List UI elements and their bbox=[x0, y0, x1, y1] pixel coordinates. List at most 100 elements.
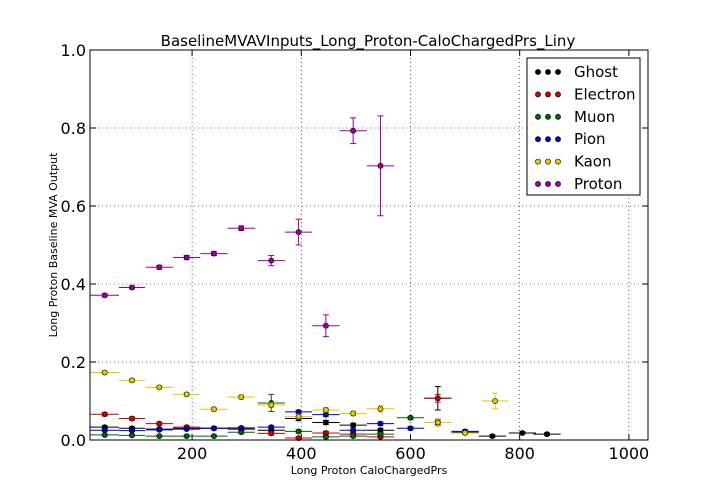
data-point bbox=[350, 127, 357, 134]
data-point bbox=[211, 406, 217, 413]
legend-marker bbox=[535, 113, 541, 120]
axis-ticks: 200 400 600 800 1000 0.0 0.2 0.4 0.6 0.8 1.0 bbox=[61, 41, 650, 463]
legend-marker bbox=[555, 113, 561, 120]
legend-marker bbox=[545, 136, 551, 143]
legend-marker bbox=[545, 158, 551, 165]
legend-label: Muon bbox=[574, 108, 615, 126]
x-tick-label: 400 bbox=[286, 444, 317, 463]
plot-frame bbox=[89, 49, 649, 441]
data-point bbox=[295, 229, 302, 236]
legend-entry-pion: Pion bbox=[535, 130, 606, 148]
legend-entry-kaon: Kaon bbox=[535, 153, 611, 171]
data-point bbox=[101, 411, 108, 418]
data-point bbox=[129, 284, 135, 291]
data-point bbox=[295, 435, 302, 441]
data-point bbox=[268, 401, 275, 408]
y-tick-label: 1.0 bbox=[61, 41, 86, 60]
legend-box bbox=[526, 57, 641, 196]
data-point bbox=[156, 426, 163, 433]
y-tick-label: 0.2 bbox=[61, 353, 86, 372]
legend-label: Electron bbox=[574, 85, 636, 103]
legend-label: Pion bbox=[574, 130, 606, 148]
data-point bbox=[101, 369, 108, 376]
legend-marker bbox=[545, 91, 551, 98]
data-point bbox=[156, 384, 163, 391]
data-point bbox=[183, 391, 190, 398]
data-point bbox=[211, 250, 217, 257]
legend-marker bbox=[535, 181, 541, 187]
data-point bbox=[407, 425, 414, 432]
legend-entry-muon: Muon bbox=[535, 108, 615, 126]
legend-label: Kaon bbox=[574, 153, 611, 171]
legend-marker bbox=[555, 181, 561, 187]
data-point bbox=[101, 427, 108, 434]
series-muon bbox=[90, 393, 425, 440]
data-point bbox=[268, 257, 275, 264]
x-tick-label: 1000 bbox=[609, 444, 650, 463]
data-point bbox=[350, 422, 357, 429]
legend-marker bbox=[535, 91, 541, 98]
y-tick-label: 0.4 bbox=[61, 275, 86, 294]
legend-marker bbox=[555, 91, 561, 98]
legend-marker bbox=[555, 69, 561, 75]
legend-marker bbox=[545, 69, 551, 75]
data-point bbox=[238, 425, 245, 431]
legend-marker bbox=[545, 181, 551, 187]
data-point bbox=[268, 430, 275, 437]
data-point bbox=[377, 431, 384, 438]
legend-marker bbox=[555, 136, 561, 143]
data-point bbox=[434, 419, 441, 426]
data-point bbox=[156, 420, 163, 427]
data-point bbox=[183, 433, 190, 439]
data-point bbox=[238, 394, 245, 400]
data-point bbox=[322, 419, 329, 426]
data-point bbox=[211, 433, 217, 439]
legend-marker bbox=[535, 136, 541, 143]
data-point bbox=[322, 433, 329, 440]
y-tick-label: 0.6 bbox=[61, 197, 86, 216]
legend-label: Proton bbox=[574, 175, 622, 193]
chart-title: BaselineMVAVInputs_Long_Proton-CaloCharg… bbox=[161, 32, 576, 51]
data-point bbox=[519, 430, 526, 436]
data-point bbox=[322, 407, 329, 413]
data-point bbox=[183, 254, 190, 261]
data-point bbox=[544, 431, 550, 438]
y-axis-label: Long Proton Baseline MVA Output bbox=[47, 152, 60, 337]
x-tick-label: 800 bbox=[504, 444, 535, 463]
data-point bbox=[434, 395, 441, 402]
data-point bbox=[489, 433, 496, 439]
data-point bbox=[350, 410, 357, 417]
x-axis-label: Long Proton CaloChargedPrs bbox=[291, 464, 448, 477]
series-kaon bbox=[90, 369, 509, 436]
legend-label: Ghost bbox=[574, 63, 618, 81]
y-tick-label: 0.0 bbox=[61, 431, 86, 450]
legend-entry-proton: Proton bbox=[535, 175, 622, 193]
legend-marker bbox=[535, 158, 541, 165]
data-point bbox=[129, 377, 135, 384]
data-point bbox=[183, 426, 190, 432]
data-point bbox=[350, 427, 357, 434]
data-point bbox=[295, 413, 302, 420]
y-tick-label: 0.8 bbox=[61, 119, 86, 138]
data-point bbox=[101, 292, 108, 299]
data-point bbox=[211, 425, 217, 432]
x-tick-label: 200 bbox=[177, 444, 208, 463]
data-point bbox=[238, 225, 245, 232]
data-point bbox=[492, 398, 499, 404]
data-point bbox=[377, 420, 384, 427]
data-point bbox=[407, 414, 414, 421]
data-point bbox=[129, 427, 135, 434]
legend-entry-ghost: Ghost bbox=[535, 63, 618, 81]
x-tick-label: 600 bbox=[395, 444, 426, 463]
data-point bbox=[268, 424, 275, 431]
data-point bbox=[350, 433, 357, 439]
legend-marker bbox=[535, 69, 541, 75]
legend-marker bbox=[555, 158, 561, 165]
legend-entry-electron: Electron bbox=[535, 85, 636, 103]
data-point bbox=[129, 415, 135, 422]
legend: Ghost Electron Muon Pion Kaon Proton bbox=[526, 57, 641, 196]
series-proton bbox=[90, 115, 395, 338]
data-point bbox=[462, 430, 468, 436]
data-point bbox=[156, 433, 163, 439]
